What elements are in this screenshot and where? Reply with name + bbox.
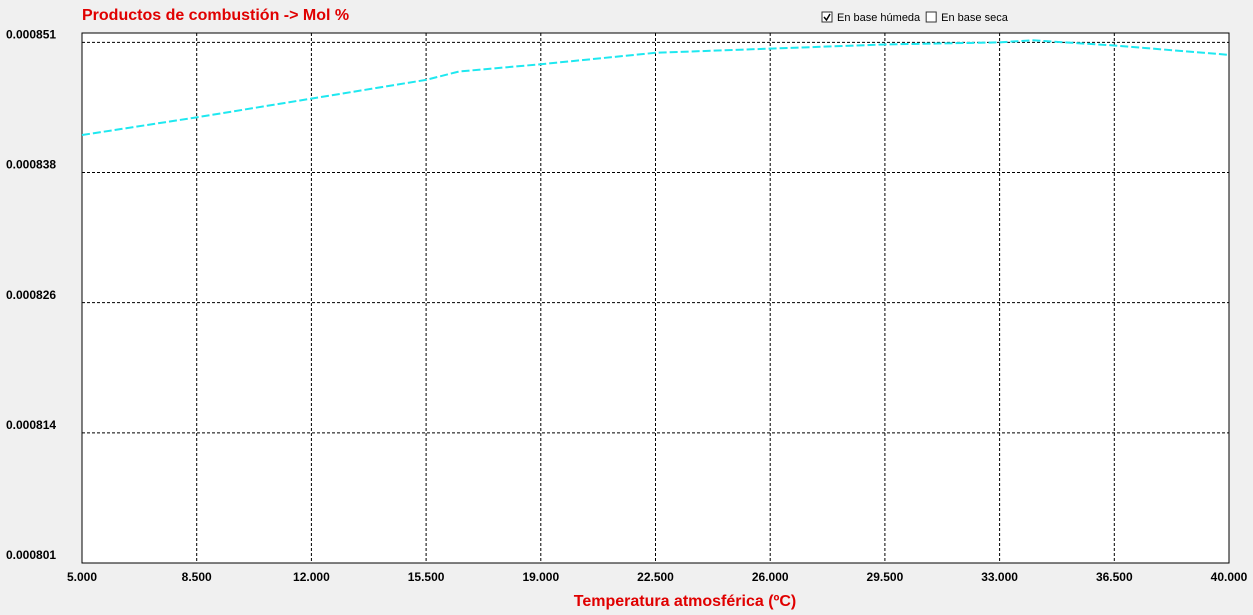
x-tick-label: 12.000 — [293, 570, 330, 584]
checkbox-label[interactable]: En base húmeda — [837, 12, 921, 24]
x-tick-label: 33.000 — [981, 570, 1018, 584]
checkbox[interactable] — [925, 11, 937, 23]
checkbox[interactable] — [821, 11, 833, 23]
checkmark — [823, 13, 831, 22]
x-tick-label: 36.500 — [1096, 570, 1133, 584]
x-tick-label: 19.000 — [522, 570, 559, 584]
y-tick-label: 0.000801 — [6, 548, 56, 562]
checkbox-label[interactable]: En base seca — [941, 12, 1009, 24]
x-tick-label: 15.500 — [408, 570, 445, 584]
x-tick-label: 8.500 — [182, 570, 212, 584]
x-tick-label: 22.500 — [637, 570, 674, 584]
y-tick-label: 0.000814 — [6, 418, 56, 432]
x-axis-label: Temperatura atmosférica (ºC) — [574, 593, 797, 610]
x-tick-label: 5.000 — [67, 570, 97, 584]
x-tick-label: 26.000 — [752, 570, 789, 584]
x-tick-label: 40.000 — [1211, 570, 1248, 584]
y-tick-label: 0.000851 — [6, 28, 56, 42]
data-line — [81, 39, 1230, 137]
y-tick-label: 0.000838 — [6, 158, 56, 172]
chart-title: Productos de combustión -> Mol % — [82, 7, 349, 24]
x-tick-label: 29.500 — [867, 570, 904, 584]
y-tick-label: 0.000826 — [6, 288, 56, 302]
